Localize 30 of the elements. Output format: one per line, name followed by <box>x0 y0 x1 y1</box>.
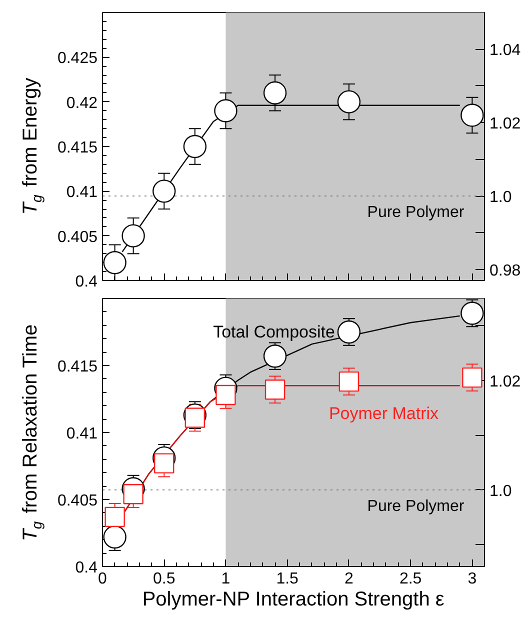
ref-line-label: Pure Polymer <box>367 204 465 222</box>
y-tick-label: 0.41 <box>66 184 98 202</box>
x-tick-label: 1.5 <box>276 570 299 588</box>
y-tick-label: 0.405 <box>57 228 98 246</box>
y2-tick-label: 1.02 <box>490 374 521 391</box>
y-tick-label: 0.4 <box>75 560 98 576</box>
y-axis-title: Tg from Energy <box>20 78 44 215</box>
x-tick-label: 0.5 <box>152 570 176 588</box>
y2-tick-label: 1.02 <box>490 116 521 133</box>
series-label: Total Composite <box>213 322 335 342</box>
y-axis-title: Tg from Relaxation Time <box>20 324 44 542</box>
y-tick-label: 0.425 <box>57 50 98 68</box>
x-tick-label: 2 <box>344 570 354 588</box>
y-tick-label: 0.415 <box>57 358 98 376</box>
x-tick-label: 3 <box>468 570 477 588</box>
y-tick-label: 0.405 <box>57 492 98 510</box>
x-tick-label: 0 <box>98 570 108 588</box>
y2-tick-label: 0.98 <box>490 262 521 280</box>
y-tick-label: 0.415 <box>57 140 98 156</box>
x-tick-label: 1 <box>221 570 230 588</box>
ref-line-label: Pure Polymer <box>367 498 465 515</box>
y2-tick-label: 1.0 <box>490 482 512 500</box>
x-axis-title: Polymer-NP Interaction Strength ε <box>142 588 444 610</box>
series-label: Poymer Matrix <box>328 404 440 424</box>
y2-tick-label: 1.04 <box>490 42 521 60</box>
y2-tick-label: 1.0 <box>490 189 512 206</box>
y-tick-label: 0.42 <box>66 94 98 112</box>
y-tick-label: 0.4 <box>75 274 98 290</box>
y-tick-label: 0.41 <box>66 426 98 442</box>
x-tick-label: 2.5 <box>399 570 422 588</box>
